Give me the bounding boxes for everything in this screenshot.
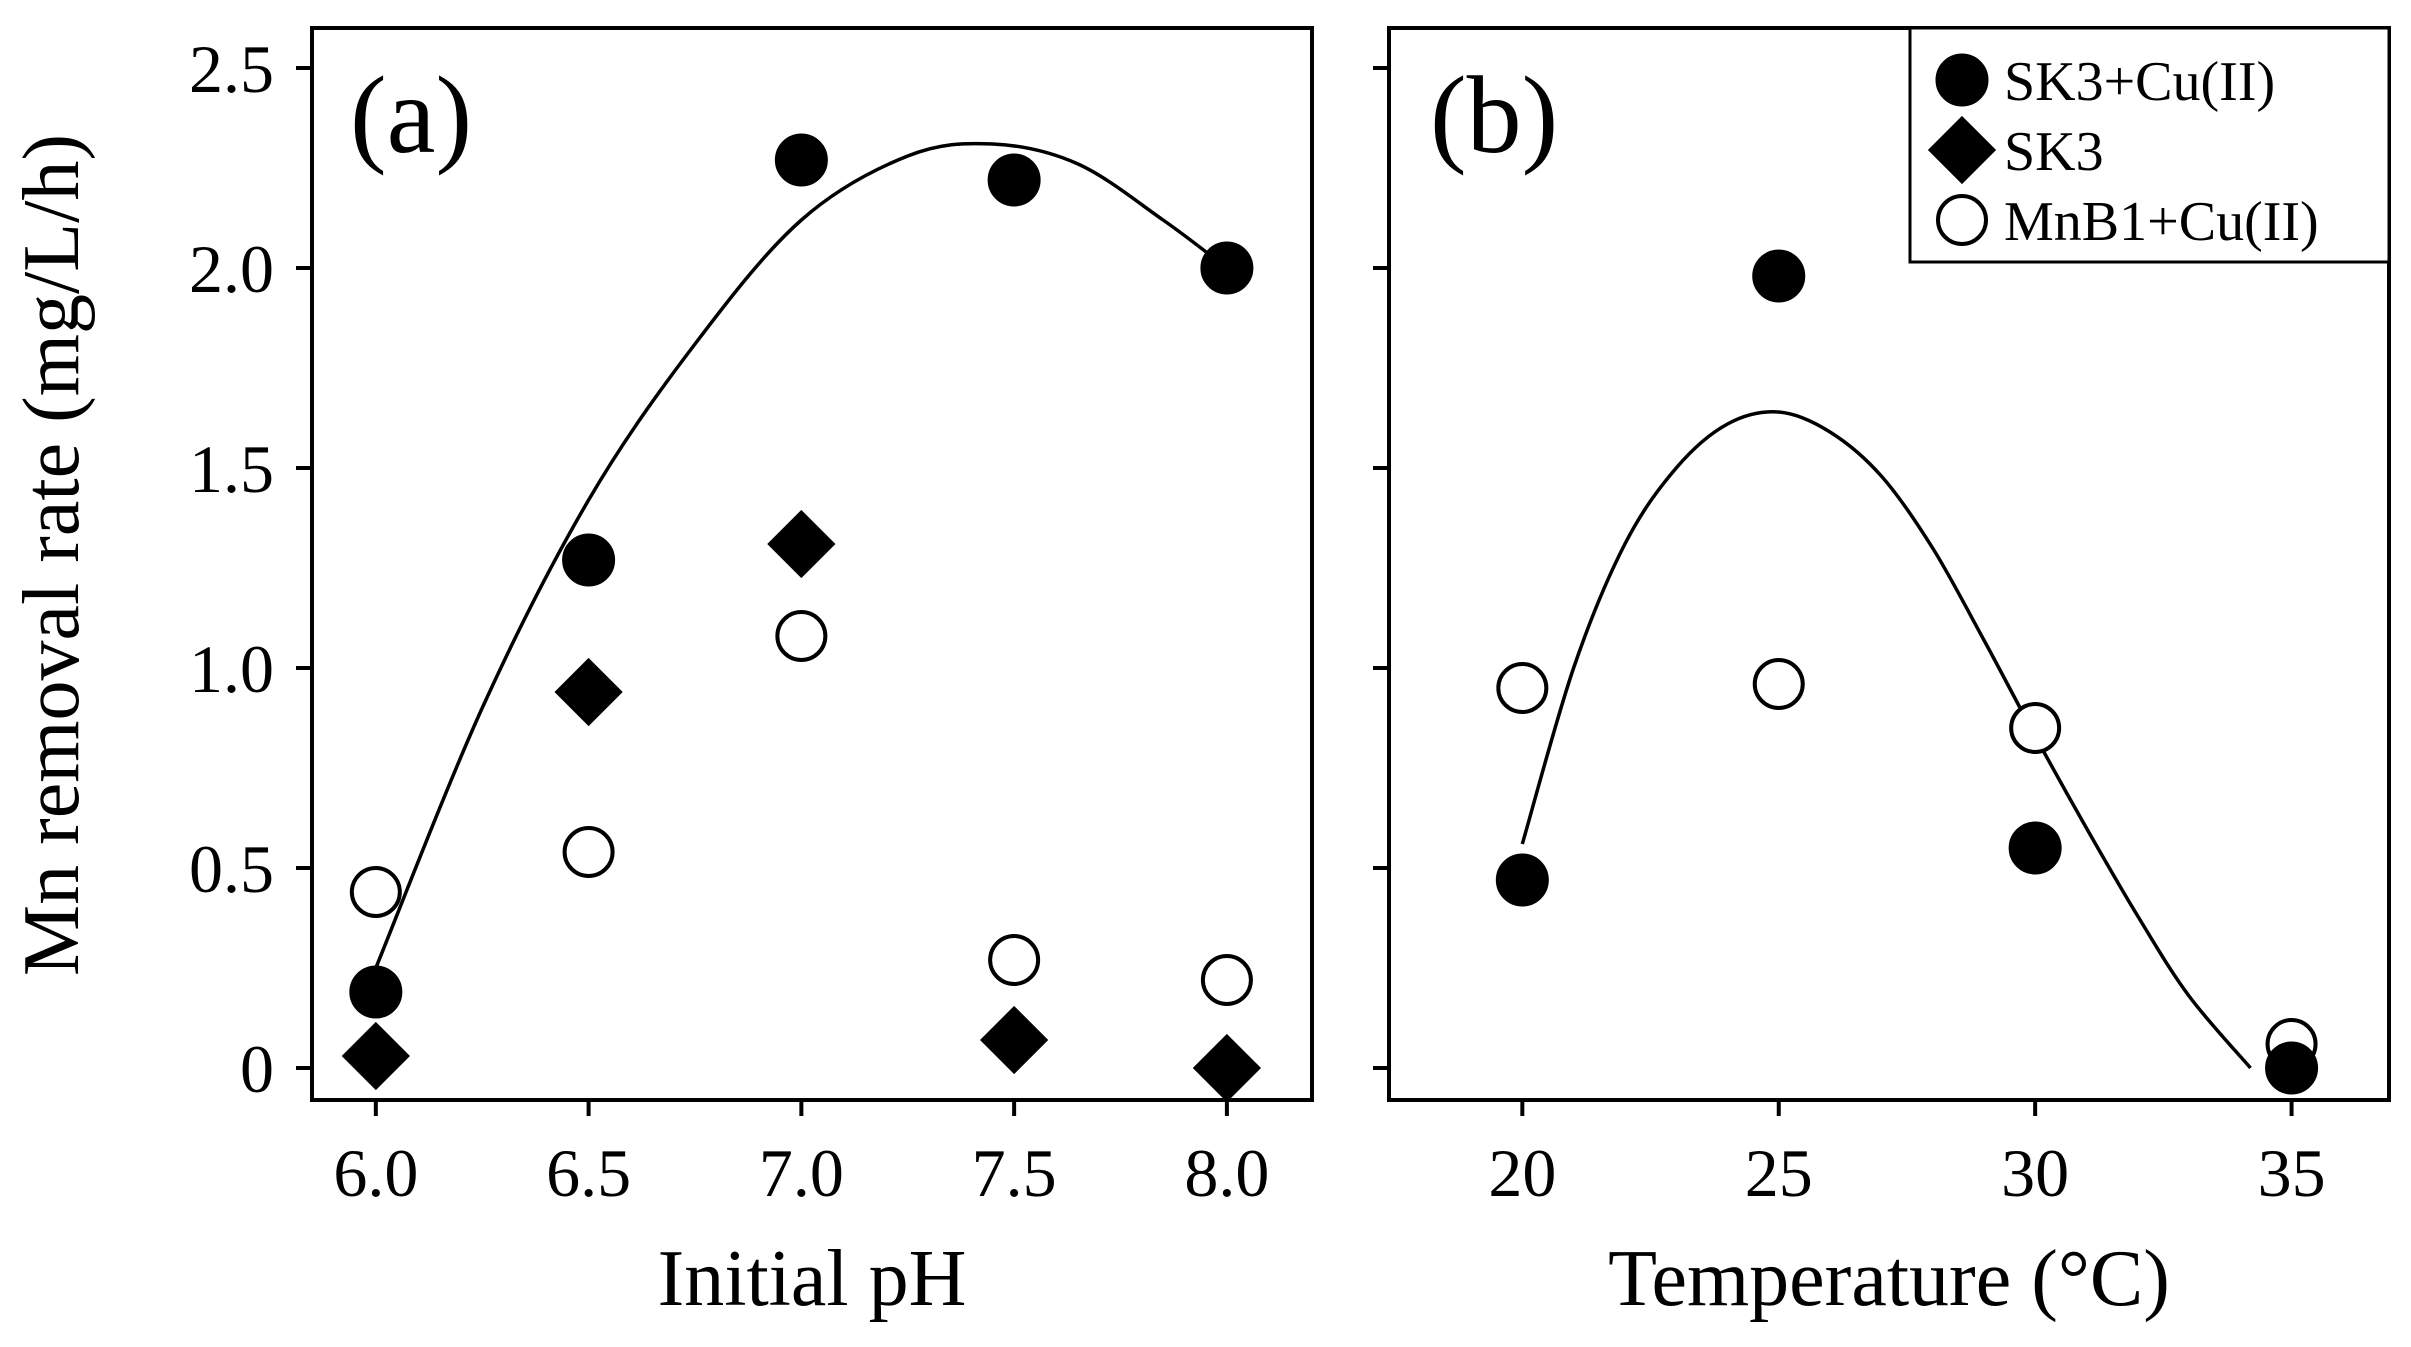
panel-a-x-axis-title: Initial pH (658, 1235, 967, 1323)
legend-label-mnb1-cu-ii: MnB1+Cu(II) (2004, 191, 2319, 253)
legend-label-sk3: SK3 (2004, 121, 2104, 183)
panel-a-label: (a) (350, 54, 472, 176)
panel-a-y-tick-label: 2.0 (189, 231, 274, 307)
panel-a-mnb1-cu-ii-point-1 (349, 866, 402, 918)
panel-b-sk3-cu-ii-point-1 (1495, 853, 1549, 907)
panel-a-mnb1-cu-ii-point-5 (1200, 954, 1253, 1006)
panel-b-x-tick-label: 35 (2258, 1135, 2326, 1211)
panel-b: 20 25 30 35 (b) Temperature (°C) (1373, 26, 2391, 1323)
panel-b-x-axis-title: Temperature (°C) (1608, 1235, 2170, 1323)
panel-a-y-tick-label: 0.5 (189, 831, 274, 907)
panel-b-x-tick-label: 25 (1745, 1135, 1813, 1211)
panel-a-sk3-point-2 (554, 657, 623, 727)
panel-a-x-tick-label: 7.0 (759, 1135, 844, 1211)
panel-b-mnb1-cu-ii-point-1 (1496, 662, 1549, 714)
legend: SK3+Cu(II) SK3 MnB1+Cu(II) (1908, 26, 2391, 264)
panel-a-sk3-point-1 (341, 1021, 410, 1091)
panel-b-sk3-cu-ii-point-3 (2008, 821, 2062, 875)
panel-a-sk3-cu-ii-point-2 (562, 533, 616, 587)
panel-b-mnb1-cu-ii-point-2 (1752, 658, 1805, 710)
legend-label-sk3-cu-ii: SK3+Cu(II) (2004, 51, 2275, 113)
panel-a-x-tick-label: 8.0 (1184, 1135, 1269, 1211)
panel-b-x-tick-label: 30 (2001, 1135, 2069, 1211)
panel-a-y-tick-label: 0 (240, 1031, 274, 1107)
panel-a-sk3-point-3 (767, 509, 836, 579)
legend-sk3-cu-ii-marker (1935, 53, 1989, 107)
panel-a-y-tick-label: 2.5 (189, 31, 274, 107)
panel-a-sk3-point-4 (980, 1005, 1049, 1075)
panel-b-sk3-cu-ii-point-2 (1752, 249, 1806, 303)
panel-a-x-tick-label: 7.5 (972, 1135, 1057, 1211)
panel-a-sk3-cu-ii-point-4 (987, 153, 1041, 207)
panel-a-y-tick-label: 1.5 (189, 431, 274, 507)
panel-b-label: (b) (1430, 54, 1558, 176)
panel-b-sk3-cu-ii-point-4 (2265, 1041, 2319, 1095)
panel-a-x-tick-label: 6.5 (546, 1135, 631, 1211)
panel-a-mnb1-cu-ii-point-4 (988, 934, 1041, 986)
legend-sk3-marker (1927, 115, 1997, 185)
panel-b-mnb1-cu-ii-point-3 (2009, 702, 2062, 754)
panel-a: 6.0 6.5 7.0 7.5 8.0 0 0.5 1.0 1.5 2.0 2.5 (a) Init… (189, 26, 1314, 1323)
panel-b-x-tick-label: 20 (1488, 1135, 1556, 1211)
panel-a-sk3-point-5 (1192, 1033, 1262, 1103)
panel-a-frame (310, 26, 1314, 1102)
y-axis-title: Mn removal rate (mg/L/h) (8, 134, 96, 976)
panel-a-mnb1-cu-ii-point-3 (775, 610, 828, 662)
panel-a-sk3-cu-ii-point-1 (349, 965, 403, 1019)
panel-a-sk3-cu-ii-point-5 (1200, 241, 1254, 295)
panel-b-fit-curve (1520, 410, 2252, 1070)
legend-mnb1-cu-ii-marker (1936, 194, 1988, 246)
panel-a-mnb1-cu-ii-point-2 (562, 826, 615, 878)
panel-a-y-tick-label: 1.0 (189, 631, 274, 707)
panel-b-frame (1387, 26, 2391, 1102)
panel-a-x-tick-label: 6.0 (333, 1135, 418, 1211)
panel-a-fit-curve (374, 141, 1228, 969)
panel-a-sk3-cu-ii-point-3 (774, 133, 828, 187)
